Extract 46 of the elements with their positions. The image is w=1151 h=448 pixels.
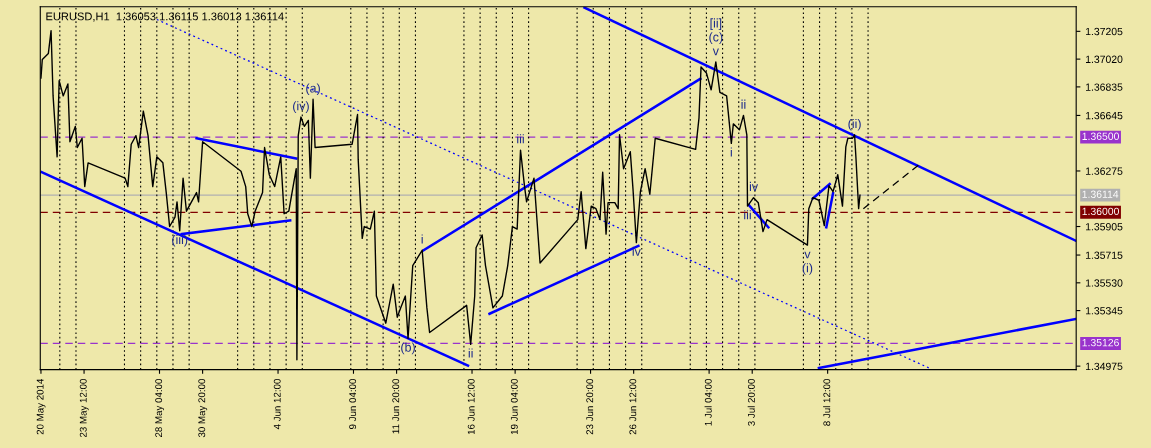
x-tick-label: 3 Jul 20:00 — [747, 379, 755, 426]
annotation: i — [421, 234, 423, 244]
x-tick-label: 26 Jun 12:00 — [629, 379, 637, 435]
y-tick-label: 1.35905 — [1086, 223, 1123, 231]
y-tick-label: 1.35530 — [1086, 279, 1123, 287]
annotation: iii — [744, 210, 751, 220]
ref-line-label: 1.35126 — [1082, 338, 1119, 347]
annotation: (a) — [306, 83, 320, 96]
y-tick-label: 1.34975 — [1086, 362, 1123, 371]
ref-line-label: 1.36500 — [1082, 132, 1119, 140]
x-tick-label: 19 Jun 04:00 — [510, 379, 518, 435]
x-tick-label: 20 May 2014 — [36, 378, 46, 435]
x-tick-label: 4 Jun 12:00 — [273, 379, 281, 430]
ref-line-label: 1.36000 — [1082, 207, 1119, 216]
annotation: (iii) — [172, 234, 188, 247]
annotation: v — [804, 251, 811, 259]
x-tick-label: 11 Jun 20:00 — [392, 379, 400, 434]
x-tick-label: 16 Jun 12:00 — [467, 379, 475, 435]
x-tick-label: 1 Jul 04:00 — [704, 379, 712, 426]
x-tick-label: 30 May 20:00 — [198, 379, 208, 438]
annotation: iv — [632, 246, 641, 256]
y-tick-label: 1.36275 — [1086, 167, 1123, 175]
y-tick-label: 1.36835 — [1086, 83, 1123, 91]
x-tick-label: 23 Jun 20:00 — [586, 379, 594, 435]
annotation: i — [730, 147, 732, 157]
chart-title: EURUSD,H1 1.36053 1.36115 1.36013 1.36114 — [46, 12, 284, 22]
annotation: (b) — [401, 342, 415, 355]
x-tick-label: 8 Jul 12:00 — [823, 379, 831, 426]
annotation: (i) — [802, 263, 813, 275]
annotation: iv — [749, 181, 759, 191]
y-tick-label: 1.35345 — [1086, 307, 1123, 315]
ref-line-label: 1.36114 — [1082, 190, 1119, 198]
x-tick-label: 23 May 12:00 — [79, 379, 89, 438]
y-tick-label: 1.36645 — [1086, 111, 1123, 120]
y-tick-label: 1.35715 — [1086, 251, 1123, 259]
annotation: (ii) — [848, 118, 861, 131]
annotation: ii — [468, 348, 473, 358]
y-tick-label: 1.37020 — [1086, 55, 1123, 63]
x-tick-label: 9 Jun 04:00 — [349, 379, 357, 429]
annotation: v — [712, 48, 719, 56]
annotation: (c) — [709, 32, 723, 44]
y-tick-label: 1.37205 — [1086, 27, 1123, 36]
annotation: (iv) — [293, 101, 309, 113]
annotation: [ii] — [710, 18, 722, 31]
x-tick-label: 28 May 04:00 — [155, 379, 165, 438]
annotation: ii — [741, 99, 746, 109]
